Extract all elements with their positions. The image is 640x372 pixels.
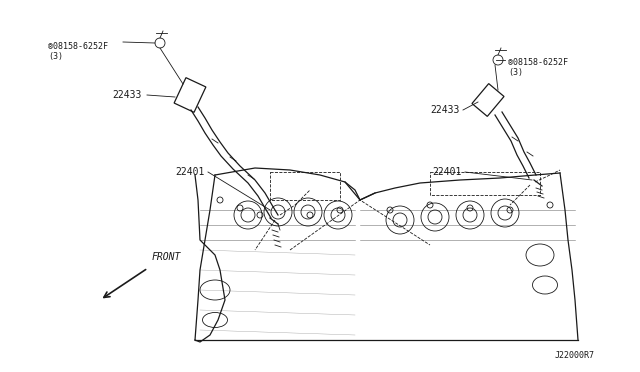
Text: J22000R7: J22000R7: [555, 351, 595, 360]
Text: 22401: 22401: [175, 167, 204, 177]
Text: 22401: 22401: [432, 167, 461, 177]
Text: ®08158-6252F
(3): ®08158-6252F (3): [508, 58, 568, 77]
Text: 22433: 22433: [430, 105, 460, 115]
Text: 22433: 22433: [112, 90, 141, 100]
Text: FRONT: FRONT: [152, 252, 181, 262]
Text: ®08158-6252F
(3): ®08158-6252F (3): [48, 42, 108, 61]
